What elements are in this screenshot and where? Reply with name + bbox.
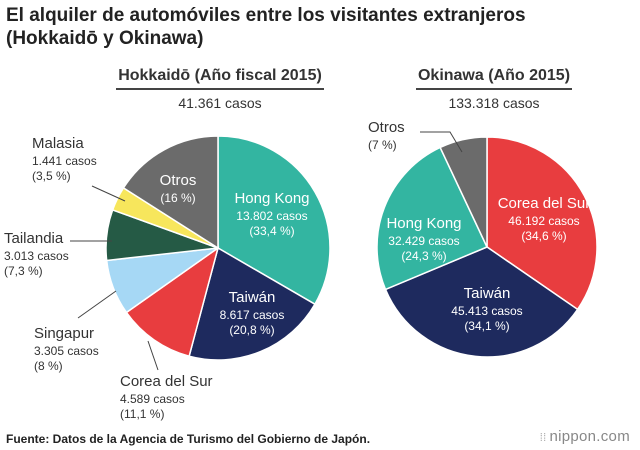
hokkaido-label-singapur-line-0: Singapur [34,325,94,342]
okinawa-label-hong-kong-line-1: 32.429 casos [388,234,459,248]
okinawa-label-taiwan: Taiwán 45.413 casos (34,1 %) [451,285,522,333]
hokkaido-label-otros-line-1: (16 %) [160,191,195,205]
okinawa-slice-taiwan [384,246,579,358]
title-line-2: (Hokkaidō y Okinawa) [6,28,204,49]
hokkaido-label-otros-line-0: Otros [160,172,197,189]
hokkaido-header: Hokkaidō (Año fiscal 2015) 41.361 casos [96,67,344,111]
hokkaido-label-malasia-line-0: Malasia [32,135,84,152]
hokkaido-label-hong-kong-line-1: 13.802 casos [236,209,307,223]
hokkaido-label-singapur-line-1: 3.305 casos [34,344,99,358]
okinawa-label-corea-del-sur-line-0: Corea del Sur [498,195,591,212]
okinawa-label-corea-del-sur: Corea del Sur 46.192 casos (34,6 %) [498,195,591,243]
okinawa-label-taiwan-line-2: (34,1 %) [464,319,509,333]
hokkaido-leader-malasia [91,185,126,202]
hokkaido-slice-corea-del-sur [125,246,220,358]
okinawa-total: 133.318 casos [448,95,540,111]
hokkaido-label-hong-kong-line-0: Hong Kong [234,190,309,207]
hokkaido-label-taiwan: Taiwán 8.617 casos (20,8 %) [220,289,285,337]
okinawa-label-otros: Otros (7 %) [368,119,405,152]
okinawa-label-taiwan-line-0: Taiwán [464,285,511,302]
hokkaido-label-taiwan-line-1: 8.617 casos [220,308,285,322]
okinawa-label-corea-del-sur-line-2: (34,6 %) [521,229,566,243]
okinawa-slice-otros [439,136,488,248]
brand-logo: ⁞⁞ nippon.com [540,428,630,445]
okinawa-title: Okinawa (Año 2015) [415,67,573,90]
hokkaido-label-tailandia-line-2: (7,3 %) [4,264,43,278]
hokkaido-label-malasia-line-2: (3,5 %) [32,169,71,183]
hokkaido-label-corea-del-sur-line-1: 4.589 casos [120,392,185,406]
chart-title: El alquiler de automóviles entre los vis… [6,4,626,50]
okinawa-label-hong-kong-line-2: (24,3 %) [401,249,446,263]
hokkaido-slice-otros [122,135,219,250]
hokkaido-label-malasia: Malasia 1.441 casos (3,5 %) [32,135,97,183]
okinawa-label-hong-kong: Hong Kong 32.429 casos (24,3 %) [386,215,461,263]
hokkaido-label-singapur-line-2: (8 %) [34,359,63,373]
hokkaido-label-taiwan-line-0: Taiwán [229,289,276,306]
hokkaido-total: 41.361 casos [178,95,262,111]
hokkaido-label-hong-kong: Hong Kong 13.802 casos (33,4 %) [234,190,309,238]
hokkaido-label-tailandia-line-1: 3.013 casos [4,249,69,263]
okinawa-slice-corea-del-sur [486,136,598,311]
hokkaido-slice-hong-kong [217,135,331,306]
hokkaido-label-otros: Otros (16 %) [160,172,197,205]
hokkaido-label-hong-kong-line-2: (33,4 %) [249,224,294,238]
okinawa-leader-otros [420,131,463,153]
hokkaido-slice-taiwan [188,246,316,361]
hokkaido-label-corea-del-sur-line-2: (11,1 %) [120,407,164,421]
hokkaido-label-corea-del-sur: Corea del Sur 4.589 casos (11,1 %) [120,373,213,421]
okinawa-label-taiwan-line-1: 45.413 casos [451,304,522,318]
okinawa-label-corea-del-sur-line-1: 46.192 casos [508,214,579,228]
hokkaido-leader-singapur [77,290,117,319]
hokkaido-title: Hokkaidō (Año fiscal 2015) [116,67,324,90]
hokkaido-label-malasia-line-1: 1.441 casos [32,154,97,168]
hokkaido-label-corea-del-sur-line-0: Corea del Sur [120,373,213,390]
okinawa-slice-hong-kong [376,146,489,291]
okinawa-label-hong-kong-line-0: Hong Kong [386,215,461,232]
hokkaido-label-tailandia: Tailandia 3.013 casos (7,3 %) [4,230,69,278]
title-line-1: El alquiler de automóviles entre los vis… [6,5,526,26]
okinawa-header: Okinawa (Año 2015) 133.318 casos [384,67,604,111]
hokkaido-label-tailandia-line-0: Tailandia [4,230,64,247]
hokkaido-label-singapur: Singapur 3.305 casos (8 %) [34,325,99,373]
brand-dots-icon: ⁞⁞ [539,432,547,444]
source-note: Fuente: Datos de la Agencia de Turismo d… [6,432,371,446]
brand-text: nippon.com [549,428,630,445]
hokkaido-leader-corea-del-sur [147,340,159,371]
okinawa-label-otros-line-1: (7 %) [368,138,397,152]
hokkaido-label-taiwan-line-2: (20,8 %) [229,323,274,337]
okinawa-label-otros-line-0: Otros [368,119,405,136]
